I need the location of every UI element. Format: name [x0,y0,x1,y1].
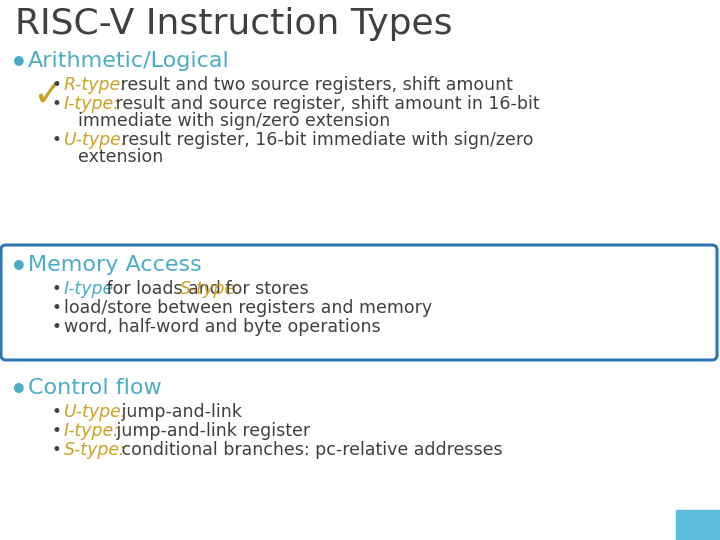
Bar [676,510,720,540]
Text: extension: extension [78,148,163,166]
Text: conditional branches: pc-relative addresses: conditional branches: pc-relative addres… [116,441,503,459]
Text: immediate with sign/zero extension: immediate with sign/zero extension [78,112,390,130]
Text: •: • [10,254,28,282]
Text: S-type:: S-type: [64,441,126,459]
Text: RISC-V Instruction Types: RISC-V Instruction Types [15,7,452,41]
Text: ✓: ✓ [32,76,65,114]
Text: •: • [52,318,62,336]
Text: U-type:: U-type: [64,131,127,149]
Text: U-type:: U-type: [64,403,127,421]
Text: Arithmetic/Logical: Arithmetic/Logical [28,51,230,71]
Text: 46: 46 [688,517,708,532]
Text: •: • [52,131,62,149]
Text: R-type:: R-type: [64,76,127,94]
Text: result and two source registers, shift amount: result and two source registers, shift a… [115,76,513,94]
Text: •: • [52,403,62,421]
FancyBboxPatch shape [1,245,717,360]
Text: •: • [52,441,62,459]
Text: I-type:: I-type: [64,422,120,440]
Text: •: • [10,50,28,78]
Text: S-type: S-type [180,280,236,298]
Text: for stores: for stores [220,280,309,298]
Text: jump-and-link: jump-and-link [116,403,242,421]
Text: Memory Access: Memory Access [28,255,202,275]
Text: •: • [52,280,62,298]
Text: jump-and-link register: jump-and-link register [111,422,310,440]
Text: I-type: I-type [64,280,114,298]
Text: •: • [52,76,62,94]
Text: word, half-word and byte operations: word, half-word and byte operations [64,318,381,336]
Text: result and source register, shift amount in 16-bit: result and source register, shift amount… [110,95,539,113]
Text: •: • [52,95,62,113]
Text: for loads and: for loads and [101,280,226,298]
Text: •: • [52,422,62,440]
Text: I-type:: I-type: [64,95,120,113]
Text: result register, 16-bit immediate with sign/zero: result register, 16-bit immediate with s… [116,131,534,149]
Text: •: • [10,377,28,405]
Text: Control flow: Control flow [28,378,162,398]
Text: load/store between registers and memory: load/store between registers and memory [64,299,432,317]
Text: •: • [52,299,62,317]
